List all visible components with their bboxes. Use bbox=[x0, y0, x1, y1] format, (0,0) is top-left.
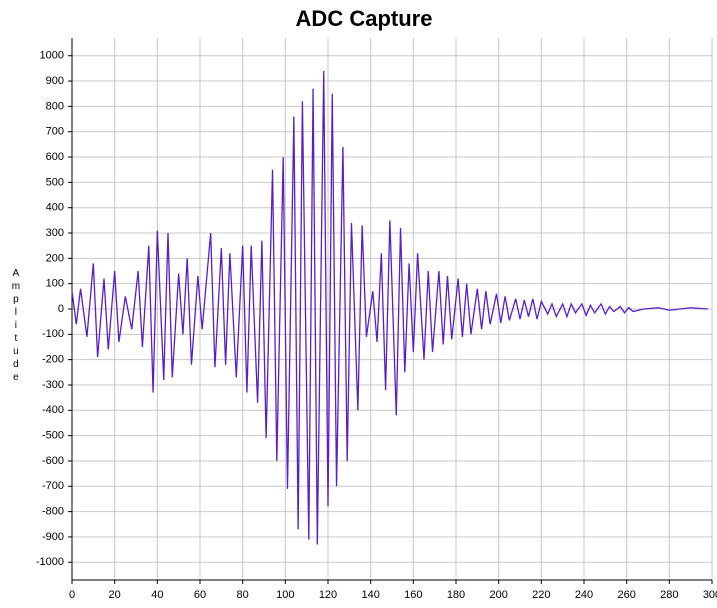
y-tick-label: 500 bbox=[46, 176, 64, 188]
y-tick-label: -200 bbox=[42, 354, 64, 366]
y-tick-label: 1000 bbox=[40, 50, 64, 62]
y-tick-label: 600 bbox=[46, 151, 64, 163]
y-tick-label: -400 bbox=[42, 404, 64, 416]
y-tick-label: 800 bbox=[46, 100, 64, 112]
x-tick-label: 40 bbox=[151, 589, 163, 601]
y-tick-label: 400 bbox=[46, 202, 64, 214]
y-tick-label: 900 bbox=[46, 75, 64, 87]
x-tick-label: 80 bbox=[237, 589, 249, 601]
x-tick-label: 120 bbox=[319, 589, 337, 601]
x-tick-label: 220 bbox=[532, 589, 550, 601]
x-tick-label: 140 bbox=[361, 589, 379, 601]
y-tick-label: -700 bbox=[42, 480, 64, 492]
y-tick-label: -800 bbox=[42, 506, 64, 518]
y-tick-label: 100 bbox=[46, 278, 64, 290]
y-tick-label: 0 bbox=[58, 303, 64, 315]
y-tick-label: 700 bbox=[46, 126, 64, 138]
y-tick-label: -600 bbox=[42, 455, 64, 467]
x-tick-label: 20 bbox=[109, 589, 121, 601]
x-tick-label: 200 bbox=[489, 589, 507, 601]
y-tick-label: -500 bbox=[42, 430, 64, 442]
x-tick-label: 260 bbox=[617, 589, 635, 601]
x-tick-label: 300 bbox=[703, 589, 717, 601]
y-tick-label: -100 bbox=[42, 328, 64, 340]
y-tick-label: -1000 bbox=[36, 556, 64, 568]
x-tick-label: 60 bbox=[194, 589, 206, 601]
x-tick-label: 0 bbox=[69, 589, 75, 601]
data-line bbox=[71, 70, 708, 545]
x-tick-label: 240 bbox=[575, 589, 593, 601]
y-tick-label: 300 bbox=[46, 227, 64, 239]
y-tick-label: -900 bbox=[42, 531, 64, 543]
x-tick-label: 280 bbox=[660, 589, 678, 601]
x-tick-label: 160 bbox=[404, 589, 422, 601]
chart-title: ADC Capture bbox=[296, 6, 433, 31]
y-tick-label: -300 bbox=[42, 379, 64, 391]
y-tick-label: 200 bbox=[46, 252, 64, 264]
x-tick-label: 100 bbox=[276, 589, 294, 601]
x-tick-label: 180 bbox=[447, 589, 465, 601]
y-axis-label: Amplitude bbox=[10, 268, 21, 385]
